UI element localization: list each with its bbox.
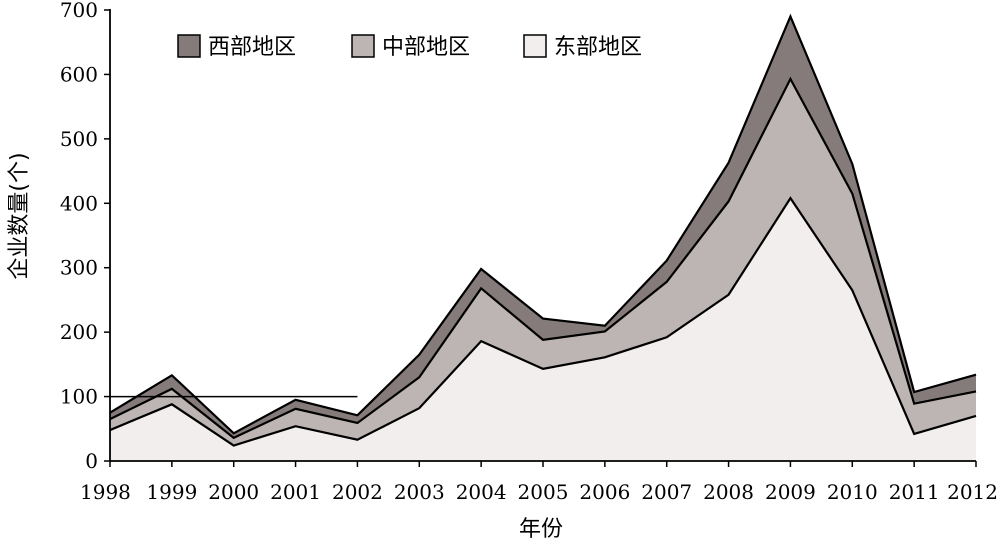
axes xyxy=(104,9,977,467)
legend-swatch xyxy=(351,34,375,58)
x-tick-label: 2012 xyxy=(947,480,998,504)
y-tick-label: 500 xyxy=(60,127,98,151)
y-tick-label: 200 xyxy=(60,320,98,344)
x-tick-labels: 1998 1999 2000 2001 2002 2003 2004 2005 2006 2007… xyxy=(80,480,998,504)
series-line-0 xyxy=(109,196,977,447)
x-tick-label: 2001 xyxy=(270,480,321,504)
y-tick-label: 100 xyxy=(60,385,98,409)
legend-label: 中部地区 xyxy=(382,35,470,60)
x-tick-label: 2004 xyxy=(456,480,507,504)
x-tick-label: 2005 xyxy=(518,480,569,504)
legend-label: 东部地区 xyxy=(554,35,642,60)
x-tick-label: 2007 xyxy=(641,480,692,504)
area-series-2 xyxy=(110,16,976,438)
x-tick-label: 2008 xyxy=(703,480,754,504)
x-axis-title: 年份 xyxy=(519,517,563,542)
area-series-1 xyxy=(110,78,976,446)
series-line-1 xyxy=(109,76,977,440)
x-tick-label: 2009 xyxy=(765,480,816,504)
x-tick-label: 2010 xyxy=(827,480,878,504)
area-series-0 xyxy=(110,198,976,461)
x-tick-label: 2000 xyxy=(208,480,259,504)
x-tick-label: 2003 xyxy=(394,480,445,504)
area-outlines xyxy=(109,13,977,447)
x-tick-label: 2002 xyxy=(332,480,383,504)
y-axis-title: 企业数量(个) xyxy=(7,152,32,279)
x-tick-label: 2011 xyxy=(889,480,940,504)
legend-label: 西部地区 xyxy=(208,35,296,60)
legend-swatch xyxy=(523,34,547,58)
y-tick-label: 0 xyxy=(85,449,98,473)
y-tick-label: 400 xyxy=(60,191,98,215)
series-line-2 xyxy=(109,13,977,435)
y-tick-label: 300 xyxy=(60,256,98,280)
area-layers xyxy=(110,16,976,461)
x-tick-label: 1998 xyxy=(80,480,131,504)
y-tick-labels: 0 100 200 300 400 500 600 700 xyxy=(60,0,98,473)
x-tick-label: 2006 xyxy=(579,480,630,504)
legend: 西部地区 中部地区 东部地区 xyxy=(177,34,642,60)
y-tick-label: 700 xyxy=(60,0,98,22)
legend-swatch xyxy=(177,34,201,58)
y-tick-label: 600 xyxy=(60,62,98,86)
x-tick-label: 1999 xyxy=(146,480,197,504)
